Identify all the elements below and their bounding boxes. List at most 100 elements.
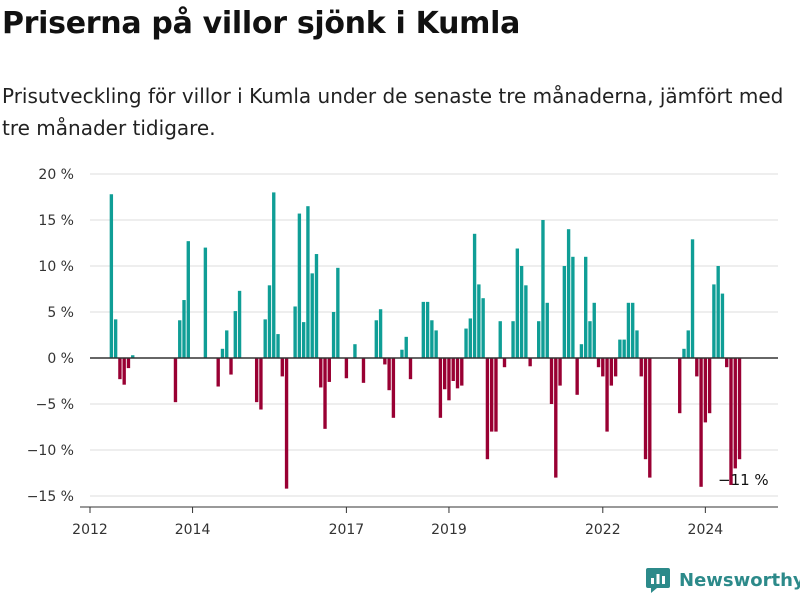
bar	[678, 358, 682, 414]
bar	[703, 358, 708, 423]
bar	[182, 300, 186, 358]
bar	[434, 330, 438, 358]
bar	[122, 358, 126, 385]
bar	[690, 239, 695, 358]
bar	[549, 358, 554, 404]
bar	[173, 358, 178, 403]
bar	[118, 358, 122, 380]
bar	[259, 358, 263, 410]
bar	[712, 284, 716, 358]
y-tick-label: 0 %	[47, 351, 74, 367]
bar	[720, 293, 725, 358]
annotation: −11 %	[718, 471, 769, 489]
bar	[631, 302, 635, 358]
bar	[378, 309, 383, 358]
bar	[233, 311, 237, 358]
bar	[524, 285, 528, 358]
y-tick-label: 10 %	[38, 259, 74, 275]
bar	[263, 319, 267, 358]
chart-title: Priserna på villor sjönk i Kumla	[2, 6, 521, 41]
bar	[276, 334, 280, 358]
brand-name: Newsworthy	[679, 569, 800, 591]
bar	[575, 358, 579, 395]
bar	[682, 348, 686, 358]
bar	[306, 206, 310, 358]
bar-chart: 20 %15 %10 %5 %0 %−5 %−10 %−15 % 2012 201…	[27, 167, 778, 538]
bar	[592, 302, 596, 358]
bar	[323, 358, 327, 429]
bar	[648, 358, 652, 478]
bar	[344, 358, 349, 379]
bar	[725, 358, 729, 368]
bar	[447, 358, 451, 401]
bar	[613, 358, 618, 377]
bar	[566, 229, 571, 358]
newsworthy-logo: Newsworthy	[645, 566, 800, 594]
bar	[686, 330, 690, 358]
bar	[485, 358, 490, 460]
y-tick-label: 20 %	[38, 167, 74, 183]
bar	[314, 254, 319, 358]
bar	[131, 355, 135, 358]
bar	[571, 256, 575, 358]
bar	[400, 349, 404, 358]
bar	[353, 344, 357, 358]
bar	[336, 267, 340, 358]
bar	[254, 358, 259, 403]
chart-subtitle: Prisutveckling för villor i Kumla under …	[2, 84, 784, 140]
newsworthy-icon	[646, 568, 670, 593]
bar	[519, 266, 524, 358]
bar	[515, 248, 520, 358]
bar	[707, 358, 712, 414]
bar	[481, 298, 485, 358]
bar	[451, 358, 455, 381]
y-tick-label: −5 %	[36, 397, 74, 413]
bar	[460, 358, 464, 386]
x-axis: 2012 2014 2017 2019 2022 2024	[72, 506, 778, 538]
y-tick-label: −10 %	[27, 443, 74, 459]
bar	[327, 358, 331, 382]
bar	[237, 290, 242, 358]
bar	[601, 358, 605, 377]
bar	[609, 358, 614, 386]
bar	[425, 301, 430, 358]
bar	[494, 358, 498, 432]
bar	[635, 330, 639, 358]
bar	[421, 301, 425, 358]
bar	[528, 358, 532, 367]
bar	[284, 358, 289, 489]
bar	[126, 358, 131, 369]
bar	[643, 358, 648, 460]
bar	[361, 358, 366, 383]
bar	[310, 273, 314, 358]
gridlines	[90, 173, 778, 497]
bar	[733, 358, 737, 469]
x-tick-label: 2012	[72, 522, 108, 538]
bar	[511, 321, 515, 358]
bar	[477, 284, 481, 358]
annotation-label: −11 %	[718, 471, 769, 489]
bar	[220, 348, 225, 358]
bar	[408, 358, 413, 380]
bar	[626, 302, 631, 358]
bar	[113, 319, 118, 358]
bar	[186, 241, 190, 358]
bar	[404, 336, 408, 358]
bar	[383, 358, 387, 365]
bar	[472, 233, 477, 358]
bar	[225, 330, 229, 358]
bar	[374, 320, 378, 358]
y-tick-label: 5 %	[47, 305, 74, 321]
bar	[438, 358, 443, 418]
bar	[562, 266, 567, 358]
bar	[293, 306, 297, 358]
bar	[537, 321, 541, 358]
x-tick-label: 2017	[329, 522, 365, 538]
bar	[301, 322, 306, 358]
bar	[502, 358, 507, 368]
bar	[267, 285, 272, 358]
bar	[716, 266, 720, 358]
bar	[554, 358, 558, 478]
bar	[272, 192, 276, 358]
bar	[387, 358, 391, 391]
